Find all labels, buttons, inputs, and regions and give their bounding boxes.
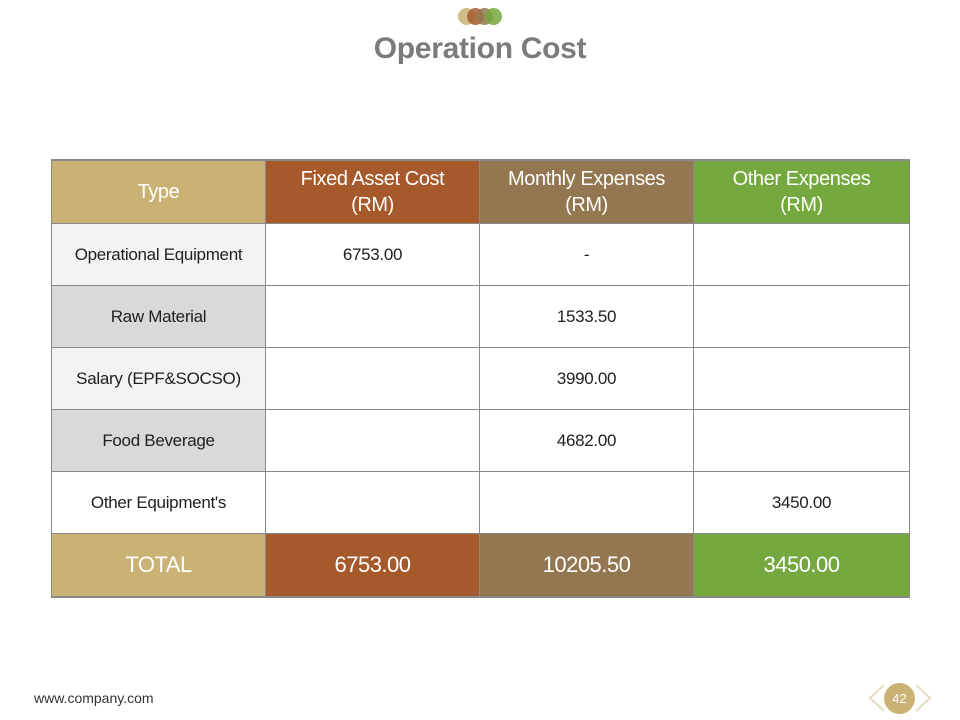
- table-row: Other Equipment's 3450.00: [51, 471, 910, 534]
- header-monthly-line2: (RM): [565, 194, 608, 216]
- total-fixed-asset: 6753.00: [265, 533, 480, 598]
- slide-title: Operation Cost: [373, 32, 587, 65]
- row-type-cell: Salary (EPF&SOCSO): [51, 347, 266, 410]
- header-monthly-expenses: Monthly Expenses (RM): [479, 159, 694, 224]
- total-monthly-expenses: 10205.50: [479, 533, 694, 598]
- fixed-asset-cell: [265, 285, 480, 348]
- monthly-expense-cell: 1533.50: [479, 285, 694, 348]
- header-fixed-asset-cost: Fixed Asset Cost (RM): [265, 159, 480, 224]
- chevron-right-icon[interactable]: [908, 683, 938, 713]
- row-type-cell: Operational Equipment: [51, 223, 266, 286]
- header-other-expenses: Other Expenses (RM): [693, 159, 910, 224]
- table-header-row: Type Fixed Asset Cost (RM) Monthly Expen…: [51, 159, 910, 224]
- table-row: Salary (EPF&SOCSO) 3990.00: [51, 347, 910, 410]
- other-expense-cell: [693, 285, 910, 348]
- header-other-line1: Other Expenses: [732, 168, 871, 190]
- table-row: Operational Equipment 6753.00 -: [51, 223, 910, 286]
- fixed-asset-cell: 6753.00: [265, 223, 480, 286]
- logo-dots: [458, 8, 504, 26]
- page-number-badge: 42: [884, 683, 915, 714]
- row-type-cell: Food Beverage: [51, 409, 266, 472]
- logo-dot: [485, 8, 502, 25]
- other-expense-cell: [693, 223, 910, 286]
- fixed-asset-cell: [265, 347, 480, 410]
- table-row: Raw Material 1533.50: [51, 285, 910, 348]
- operation-cost-table: Type Fixed Asset Cost (RM) Monthly Expen…: [51, 159, 910, 598]
- total-label: TOTAL: [51, 533, 266, 598]
- monthly-expense-cell: [479, 471, 694, 534]
- header-type: Type: [51, 159, 266, 224]
- header-monthly-line1: Monthly Expenses: [507, 168, 666, 190]
- header-fixed-line1: Fixed Asset Cost: [300, 168, 445, 190]
- fixed-asset-cell: [265, 471, 480, 534]
- other-expense-cell: [693, 347, 910, 410]
- page-navigator: 42: [862, 681, 938, 717]
- monthly-expense-cell: 3990.00: [479, 347, 694, 410]
- other-expense-cell: [693, 409, 910, 472]
- chevron-left-icon[interactable]: [862, 683, 892, 713]
- row-type-cell: Other Equipment's: [51, 471, 266, 534]
- other-expense-cell: 3450.00: [693, 471, 910, 534]
- footer-url[interactable]: www.company.com: [34, 690, 154, 706]
- total-other-expenses: 3450.00: [693, 533, 910, 598]
- header-other-line2: (RM): [780, 194, 823, 216]
- total-row: TOTAL 6753.00 10205.50 3450.00: [51, 533, 910, 598]
- header-type-label: Type: [137, 181, 180, 203]
- monthly-expense-cell: 4682.00: [479, 409, 694, 472]
- fixed-asset-cell: [265, 409, 480, 472]
- table-row: Food Beverage 4682.00: [51, 409, 910, 472]
- monthly-expense-cell: -: [479, 223, 694, 286]
- row-type-cell: Raw Material: [51, 285, 266, 348]
- header-fixed-line2: (RM): [351, 194, 394, 216]
